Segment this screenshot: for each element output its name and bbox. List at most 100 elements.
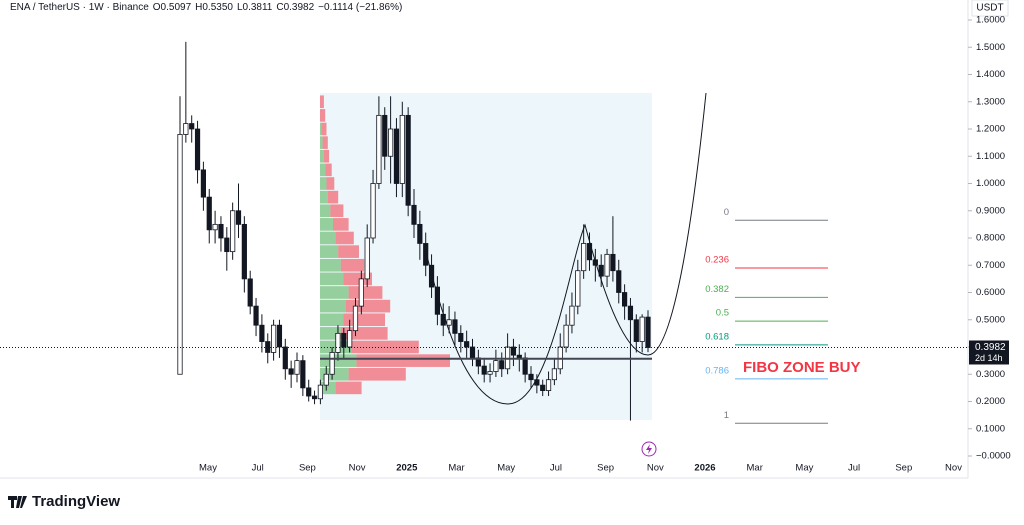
candle-body (423, 243, 429, 266)
profile-up (320, 190, 328, 204)
candle-body (516, 354, 522, 359)
y-tick-label: 1.0000 (976, 178, 1005, 189)
candle-body (627, 305, 634, 321)
ohlc-high: H0.5350 (195, 2, 233, 13)
candle-body (382, 114, 388, 157)
profile-down (338, 245, 359, 258)
profile-down (351, 340, 419, 354)
y-tick-label: 1.5000 (976, 42, 1005, 53)
candle-body (253, 305, 259, 326)
candle-body (358, 278, 364, 307)
candle-body (405, 114, 411, 206)
candle-body (633, 319, 639, 342)
candle-body (469, 346, 476, 359)
x-tick-label: May (199, 463, 217, 474)
candle-body (294, 360, 300, 375)
candle-body (481, 365, 487, 375)
fib-label: 1 (724, 410, 729, 421)
candle-body (428, 264, 435, 288)
y-tick-label: 1.2000 (976, 124, 1005, 135)
profile-up (320, 231, 336, 245)
profile-up (320, 258, 341, 272)
profile-down (330, 204, 344, 218)
candle-body (183, 123, 189, 135)
candle-body (247, 278, 253, 307)
candle-body (399, 114, 405, 184)
profile-up (320, 299, 346, 313)
candle-body (639, 316, 645, 342)
candle-body (230, 210, 236, 253)
y-tick-label: 0.6000 (976, 287, 1005, 298)
x-tick-label: 2025 (396, 463, 418, 474)
x-tick-label: Nov (349, 463, 366, 474)
candle-body (411, 204, 417, 225)
symbol-header: ENA / TetherUS · 1W · Binance O0.5097 H0.5… (10, 2, 402, 13)
profile-down (348, 367, 406, 381)
x-tick-label: Mar (448, 463, 464, 474)
x-tick-label: Nov (647, 463, 664, 474)
currency: USDT (976, 3, 1003, 14)
profile-down (335, 231, 354, 245)
y-tick-label: 0.2000 (976, 396, 1005, 407)
profile-up (320, 136, 323, 149)
candle-body (323, 373, 329, 386)
profile-up (320, 149, 324, 163)
y-tick-label: 0.9000 (976, 205, 1005, 216)
profile-down (322, 136, 328, 149)
candle-body (522, 357, 528, 375)
brand-logo (8, 496, 27, 508)
profile-up (320, 286, 349, 299)
last-price-label: 0.3982 (975, 342, 1006, 353)
y-tick-label: 0.3000 (976, 369, 1005, 380)
candle-body (306, 387, 312, 397)
candle-body (376, 114, 382, 184)
x-tick-label: Sep (597, 463, 614, 474)
currency-box[interactable] (971, 0, 1009, 17)
profile-down (346, 299, 391, 313)
candle-body (440, 313, 446, 326)
x-tick-label: May (795, 463, 813, 474)
candle-body (387, 128, 394, 157)
profile-down (327, 190, 339, 204)
candle-body (317, 384, 324, 400)
candle-body (569, 305, 575, 326)
profile-up (320, 163, 326, 177)
candle-body (581, 243, 587, 272)
candle-body (200, 169, 206, 198)
profile-down (320, 109, 326, 122)
candle-body (446, 319, 452, 326)
candle-body (586, 243, 593, 261)
profile-down (356, 354, 450, 367)
candle-body (300, 360, 306, 389)
profile-up (320, 218, 333, 231)
cup-drawing (424, 92, 707, 405)
candle-body (458, 332, 464, 342)
candle-body (241, 223, 247, 280)
profile-up (320, 245, 339, 258)
fib-label: 0.786 (705, 365, 729, 376)
candle-body (212, 223, 218, 231)
candle-body (598, 264, 604, 277)
profile-down (326, 177, 335, 190)
candle-body (311, 395, 318, 400)
ohlc-low: L0.3811 (237, 2, 273, 13)
candle-body (610, 253, 616, 272)
brand: TradingView (32, 493, 120, 510)
symbol: ENA / TetherUS · 1W · Binance (10, 2, 149, 13)
candle-body (493, 360, 499, 372)
profile-down (340, 327, 388, 340)
ohlc-change: −0.1114 (−21.86%) (318, 2, 402, 13)
x-tick-label: Mar (747, 463, 763, 474)
y-tick-label: 1.1000 (976, 151, 1005, 162)
x-tick-label: Jul (252, 463, 264, 474)
profile-down (333, 218, 349, 231)
y-tick-label: 0.7000 (976, 260, 1005, 271)
fib-label: 0.236 (705, 254, 729, 265)
candle-body (206, 196, 212, 231)
y-tick-label: 1.4000 (976, 69, 1005, 80)
candle-body (370, 183, 376, 239)
candle-body (393, 128, 400, 184)
x-tick-label: Sep (299, 463, 316, 474)
candle-body (551, 368, 558, 381)
candle-body (347, 330, 353, 348)
